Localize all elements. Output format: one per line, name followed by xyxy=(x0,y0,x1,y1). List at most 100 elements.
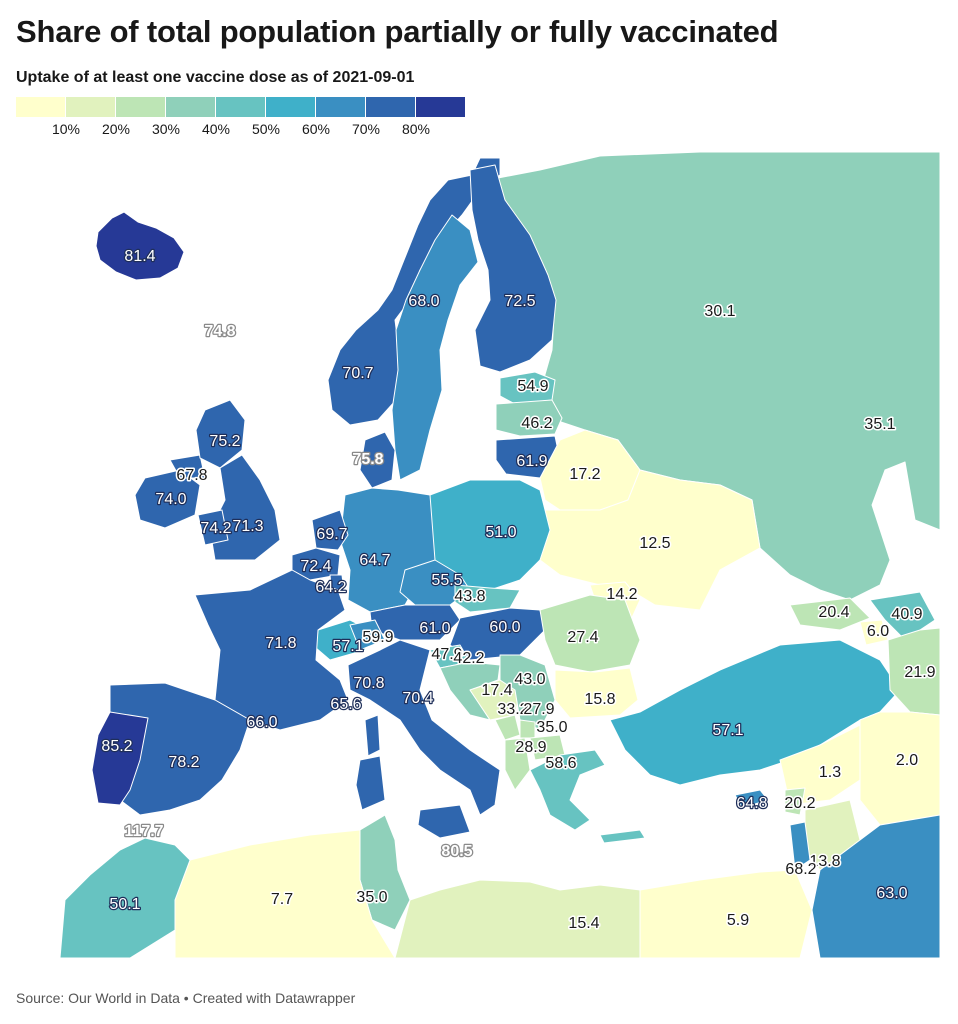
legend-bin xyxy=(16,97,66,117)
value-label: 2.0 xyxy=(896,752,918,769)
legend-bin xyxy=(416,97,466,117)
region-france[interactable] xyxy=(194,569,349,731)
value-label: 78.2 xyxy=(168,754,199,771)
region-corsica[interactable] xyxy=(364,714,381,757)
region-bulgaria[interactable] xyxy=(554,667,639,719)
value-label: 72.4 xyxy=(300,558,331,575)
legend-tick: 80% xyxy=(401,121,431,137)
legend-bin xyxy=(366,97,416,117)
value-label: 74.0 xyxy=(155,491,186,508)
region-crete[interactable] xyxy=(599,829,646,844)
value-label: 66.0 xyxy=(246,714,277,731)
region-england[interactable] xyxy=(209,454,281,561)
value-label: 27.4 xyxy=(567,629,598,646)
value-label: 71.3 xyxy=(232,518,263,535)
value-label: 51.0 xyxy=(485,524,516,541)
value-label: 35.0 xyxy=(356,889,387,906)
region-ukraine[interactable] xyxy=(539,469,761,611)
value-label: 80.5 xyxy=(441,843,472,860)
value-label: 15.4 xyxy=(568,915,599,932)
region-georgia[interactable] xyxy=(789,597,871,631)
region-cyprus[interactable] xyxy=(734,789,769,809)
value-label: 68.2 xyxy=(785,861,816,878)
value-label: 70.4 xyxy=(402,690,433,707)
region-lebanon[interactable] xyxy=(784,787,806,816)
region-greece[interactable] xyxy=(529,749,606,831)
region-liechtenstein[interactable] xyxy=(349,619,386,651)
value-label: 75.2 xyxy=(209,433,240,450)
region-netherlands[interactable] xyxy=(311,509,349,551)
legend-color-scale xyxy=(16,97,476,117)
value-label: 57.1 xyxy=(712,722,743,739)
region-portugal[interactable] xyxy=(91,711,149,806)
source-note: Source: Our World in Data • Created with… xyxy=(16,990,356,1006)
region-montenegro[interactable] xyxy=(494,714,521,741)
legend-tick: 70% xyxy=(351,121,381,137)
value-label: 17.4 xyxy=(481,682,512,699)
region-saudi-arabia[interactable] xyxy=(811,814,941,959)
legend-tick: 60% xyxy=(301,121,331,137)
value-label: 74.8 xyxy=(204,323,235,340)
chart-subtitle: Uptake of at least one vaccine dose as o… xyxy=(16,69,415,86)
value-label: 60.0 xyxy=(489,619,520,636)
value-label: 35.0 xyxy=(536,719,567,736)
region-sweden[interactable] xyxy=(391,214,479,481)
value-label: 17.2 xyxy=(569,466,600,483)
value-label: 20.2 xyxy=(784,795,815,812)
legend-tick: 10% xyxy=(51,121,81,137)
value-label: 67.8 xyxy=(176,467,207,484)
region-morocco[interactable] xyxy=(59,837,191,959)
region-norway[interactable] xyxy=(327,157,501,426)
region-albania[interactable] xyxy=(504,737,531,791)
region-finland[interactable] xyxy=(469,164,557,373)
legend-bin xyxy=(266,97,316,117)
value-label: 63.0 xyxy=(876,885,907,902)
region-romania[interactable] xyxy=(539,594,641,673)
region-denmark[interactable] xyxy=(359,431,396,489)
value-label: 72.5 xyxy=(504,293,535,310)
region-serbia[interactable] xyxy=(499,654,556,731)
legend-tick: 30% xyxy=(151,121,181,137)
value-label: 74.2 xyxy=(200,520,231,537)
value-label: 43.0 xyxy=(514,671,545,688)
region-russia[interactable] xyxy=(497,151,941,601)
value-label: 117.7 xyxy=(124,823,163,840)
region-scotland[interactable] xyxy=(195,399,246,469)
region-wales[interactable] xyxy=(197,509,229,546)
region-italy[interactable] xyxy=(347,639,501,816)
value-label: 12.5 xyxy=(639,535,670,552)
region-northern-ireland[interactable] xyxy=(169,454,206,479)
legend-tick: 50% xyxy=(251,121,281,137)
value-label: 50.1 xyxy=(109,896,140,913)
value-label: 61.0 xyxy=(419,620,450,637)
europe-choropleth-map: 81.4 74.8 68.0 72.5 30.1 70.7 54.9 46.2 35.1 75.2… xyxy=(59,151,941,959)
value-label: 20.4 xyxy=(818,604,849,621)
value-label: 6.0 xyxy=(867,623,889,640)
region-latvia[interactable] xyxy=(495,399,563,437)
value-label: 42.2 xyxy=(453,650,484,667)
value-label: 47.9 xyxy=(431,646,462,663)
value-label: 46.2 xyxy=(521,415,552,432)
region-israel[interactable] xyxy=(789,821,811,871)
region-libya[interactable] xyxy=(394,879,641,959)
region-sicily[interactable] xyxy=(417,804,471,839)
region-iraq[interactable] xyxy=(859,711,941,826)
region-iceland[interactable] xyxy=(95,211,185,281)
region-kosovo[interactable] xyxy=(519,719,536,739)
value-label: 64.2 xyxy=(315,579,346,596)
legend-bin xyxy=(166,97,216,117)
value-label: 59.9 xyxy=(362,629,393,646)
value-label: 13.8 xyxy=(809,853,840,870)
value-label: 14.2 xyxy=(606,586,637,603)
legend-tick: 20% xyxy=(101,121,131,137)
legend-bin xyxy=(316,97,366,117)
region-sardinia[interactable] xyxy=(355,755,386,811)
region-egypt[interactable] xyxy=(639,869,813,959)
value-label: 70.7 xyxy=(342,365,373,382)
value-label: 5.9 xyxy=(727,912,749,929)
region-shapes xyxy=(59,151,941,959)
value-label: 54.9 xyxy=(517,378,548,395)
value-label: 64.8 xyxy=(736,795,767,812)
legend-ticks: 10% 20% 30% 40% 50% 60% 70% 80% xyxy=(16,121,476,141)
value-label: 75.8 xyxy=(352,451,383,468)
